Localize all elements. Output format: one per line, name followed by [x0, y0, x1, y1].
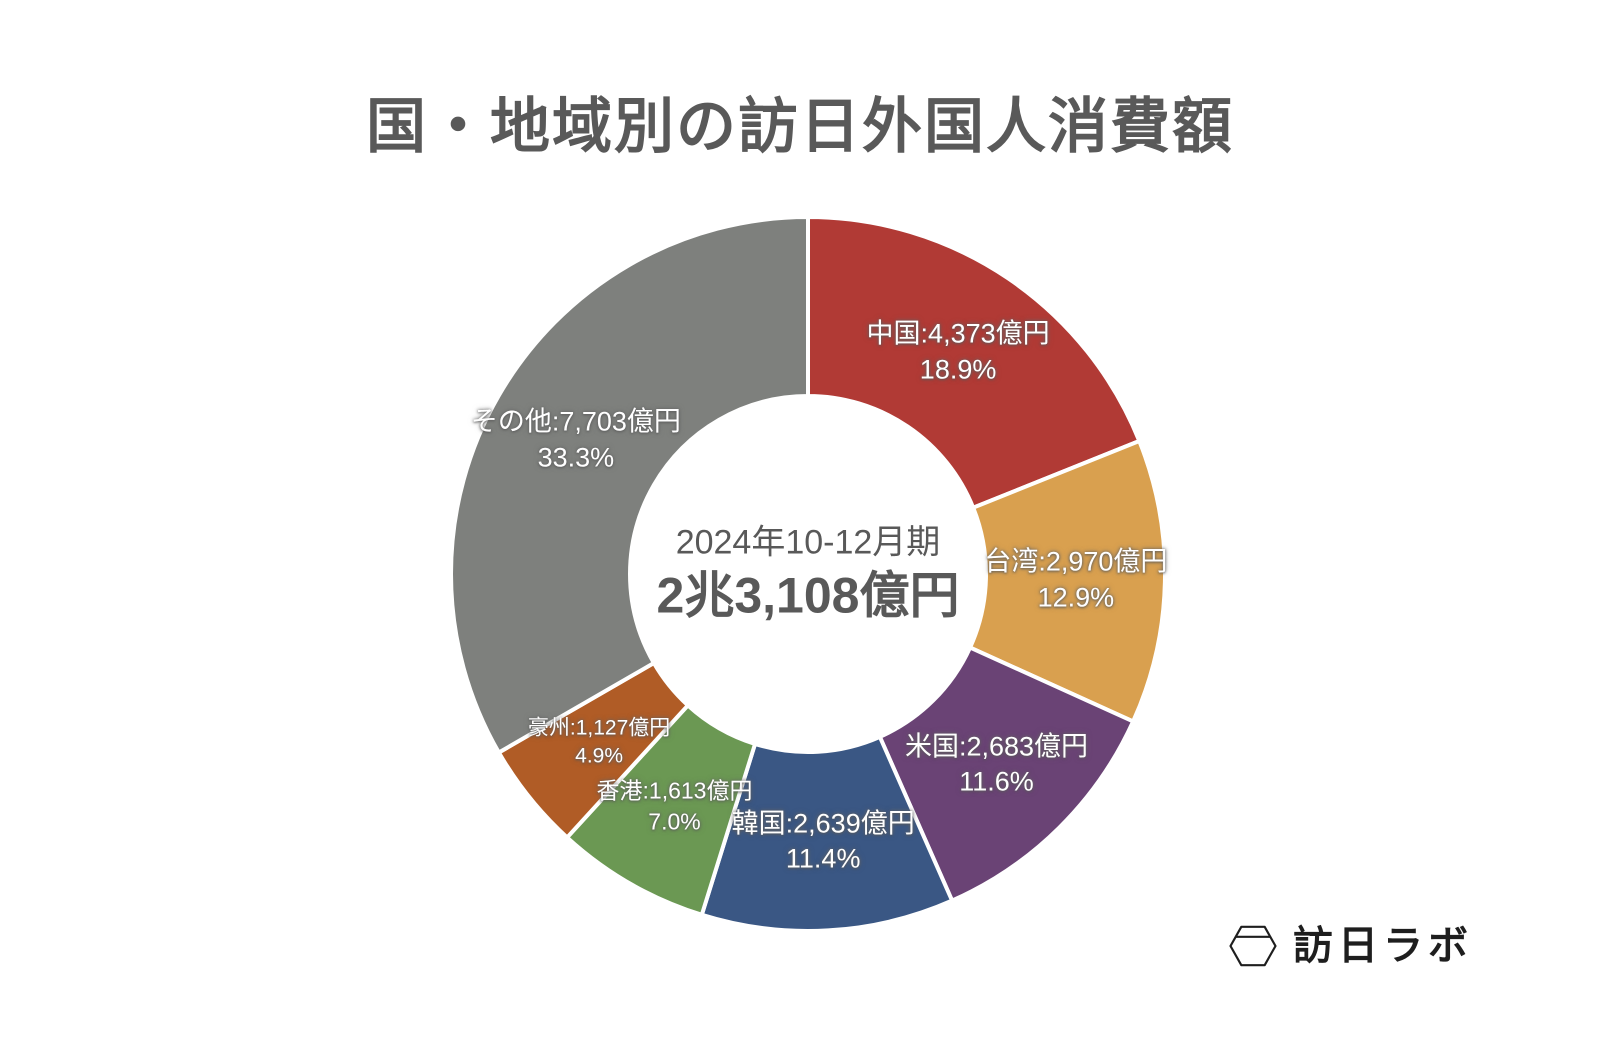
center-period-text: 2024年10-12月期	[675, 523, 941, 562]
donut-center-label: 2024年10-12月期 2兆3,108億円	[657, 521, 960, 628]
donut-slice-2	[877, 644, 1136, 904]
hexagon-logo-icon	[1229, 925, 1277, 967]
donut-slice-3	[699, 734, 955, 933]
center-total-text: 2兆3,108億円	[656, 567, 960, 624]
donut-slice-1	[967, 438, 1167, 725]
chart-title: 国・地域別の訪日外国人消費額	[366, 93, 1234, 160]
brand-logo: 訪日ラボ	[1228, 921, 1473, 971]
brand-logo-text: 訪日ラボ	[1293, 924, 1473, 968]
donut-slice-0	[806, 214, 1142, 511]
donut-slice-6	[449, 214, 810, 756]
